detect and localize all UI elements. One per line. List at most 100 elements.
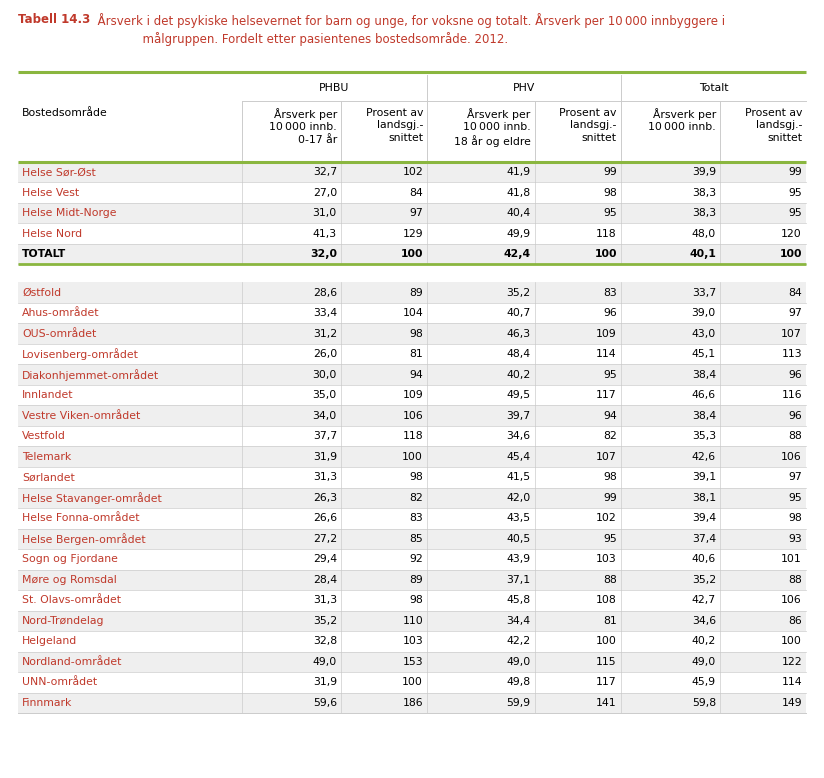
Text: Nordland-området: Nordland-området (22, 657, 123, 667)
Text: 118: 118 (402, 431, 423, 441)
Text: 40,1: 40,1 (689, 249, 716, 259)
Text: 39,9: 39,9 (692, 167, 716, 177)
Text: 34,6: 34,6 (692, 615, 716, 626)
Bar (18, 324, 806, 344)
Text: 39,7: 39,7 (507, 411, 531, 421)
Text: 99: 99 (603, 492, 617, 503)
Text: 49,0: 49,0 (312, 657, 337, 667)
Text: 96: 96 (789, 411, 802, 421)
Text: 102: 102 (596, 513, 617, 524)
Text: 98: 98 (410, 595, 423, 605)
Text: 95: 95 (603, 209, 617, 219)
Text: 35,3: 35,3 (692, 431, 716, 441)
Text: 117: 117 (597, 678, 617, 687)
Text: Prosent av
landsgj.-
snittet: Prosent av landsgj.- snittet (366, 108, 423, 143)
Text: 103: 103 (596, 554, 617, 564)
Bar (18, 651, 806, 672)
Text: 104: 104 (402, 308, 423, 318)
Text: 84: 84 (789, 288, 802, 298)
Text: 100: 100 (402, 678, 423, 687)
Bar (18, 488, 806, 508)
Text: Helse Midt-Norge: Helse Midt-Norge (22, 209, 116, 219)
Text: 114: 114 (781, 678, 802, 687)
Text: 100: 100 (596, 636, 617, 647)
Text: 83: 83 (410, 513, 423, 524)
Text: 107: 107 (781, 329, 802, 338)
Text: 118: 118 (597, 229, 617, 239)
Text: 35,2: 35,2 (692, 575, 716, 585)
Text: Helgeland: Helgeland (22, 636, 77, 647)
Text: 42,4: 42,4 (503, 249, 531, 259)
Text: Helse Nord: Helse Nord (22, 229, 82, 239)
Text: 31,3: 31,3 (313, 472, 337, 482)
Text: Helse Stavanger-området: Helse Stavanger-området (22, 492, 162, 503)
Text: 40,6: 40,6 (691, 554, 716, 564)
Text: 26,3: 26,3 (313, 492, 337, 503)
Text: 82: 82 (410, 492, 423, 503)
Text: Prosent av
landsgj.-
snittet: Prosent av landsgj.- snittet (559, 108, 617, 143)
Text: 109: 109 (596, 329, 617, 338)
Text: 33,7: 33,7 (692, 288, 716, 298)
Text: Helse Vest: Helse Vest (22, 187, 79, 198)
Bar (18, 549, 806, 569)
Text: 49,5: 49,5 (507, 391, 531, 400)
Text: 48,4: 48,4 (507, 349, 531, 359)
Text: 38,1: 38,1 (692, 492, 716, 503)
Text: 45,9: 45,9 (692, 678, 716, 687)
Text: 88: 88 (789, 431, 802, 441)
Text: 40,4: 40,4 (507, 209, 531, 219)
Text: 31,9: 31,9 (313, 452, 337, 462)
Text: 96: 96 (789, 370, 802, 380)
Text: 31,0: 31,0 (312, 209, 337, 219)
Text: Vestfold: Vestfold (22, 431, 66, 441)
Text: 42,6: 42,6 (692, 452, 716, 462)
Text: Diakonhjemmet-området: Diakonhjemmet-området (22, 369, 159, 380)
Bar (18, 282, 806, 303)
Text: 32,7: 32,7 (313, 167, 337, 177)
Text: 117: 117 (597, 391, 617, 400)
Bar (18, 692, 806, 713)
Text: 100: 100 (780, 249, 802, 259)
Bar (18, 447, 806, 467)
Text: 83: 83 (603, 288, 617, 298)
Text: 35,2: 35,2 (313, 615, 337, 626)
Text: Telemark: Telemark (22, 452, 71, 462)
Text: 40,2: 40,2 (507, 370, 531, 380)
Text: 98: 98 (410, 329, 423, 338)
Text: 86: 86 (789, 615, 802, 626)
Text: 31,3: 31,3 (313, 595, 337, 605)
Text: 42,2: 42,2 (507, 636, 531, 647)
Text: 98: 98 (410, 472, 423, 482)
Text: 97: 97 (789, 472, 802, 482)
Text: 99: 99 (603, 167, 617, 177)
Text: 94: 94 (603, 411, 617, 421)
Text: 34,0: 34,0 (312, 411, 337, 421)
Text: 88: 88 (789, 575, 802, 585)
Text: 39,1: 39,1 (692, 472, 716, 482)
Text: 49,8: 49,8 (507, 678, 531, 687)
Text: 141: 141 (597, 698, 617, 708)
Text: 27,2: 27,2 (313, 534, 337, 544)
Text: 81: 81 (603, 615, 617, 626)
Text: 49,0: 49,0 (691, 657, 716, 667)
Text: 38,3: 38,3 (692, 209, 716, 219)
Text: 98: 98 (603, 472, 617, 482)
Text: Vestre Viken-området: Vestre Viken-området (22, 411, 140, 421)
Text: 109: 109 (402, 391, 423, 400)
Text: 59,6: 59,6 (313, 698, 337, 708)
Bar (18, 102, 806, 162)
Text: 43,0: 43,0 (691, 329, 716, 338)
Bar (18, 265, 806, 282)
Bar (18, 75, 806, 101)
Text: 48,0: 48,0 (691, 229, 716, 239)
Bar (18, 528, 806, 549)
Text: 31,9: 31,9 (313, 678, 337, 687)
Text: 115: 115 (597, 657, 617, 667)
Text: 40,5: 40,5 (507, 534, 531, 544)
Text: 94: 94 (410, 370, 423, 380)
Text: 116: 116 (781, 391, 802, 400)
Bar (18, 223, 806, 244)
Text: 40,7: 40,7 (507, 308, 531, 318)
Text: 106: 106 (781, 595, 802, 605)
Text: 41,3: 41,3 (313, 229, 337, 239)
